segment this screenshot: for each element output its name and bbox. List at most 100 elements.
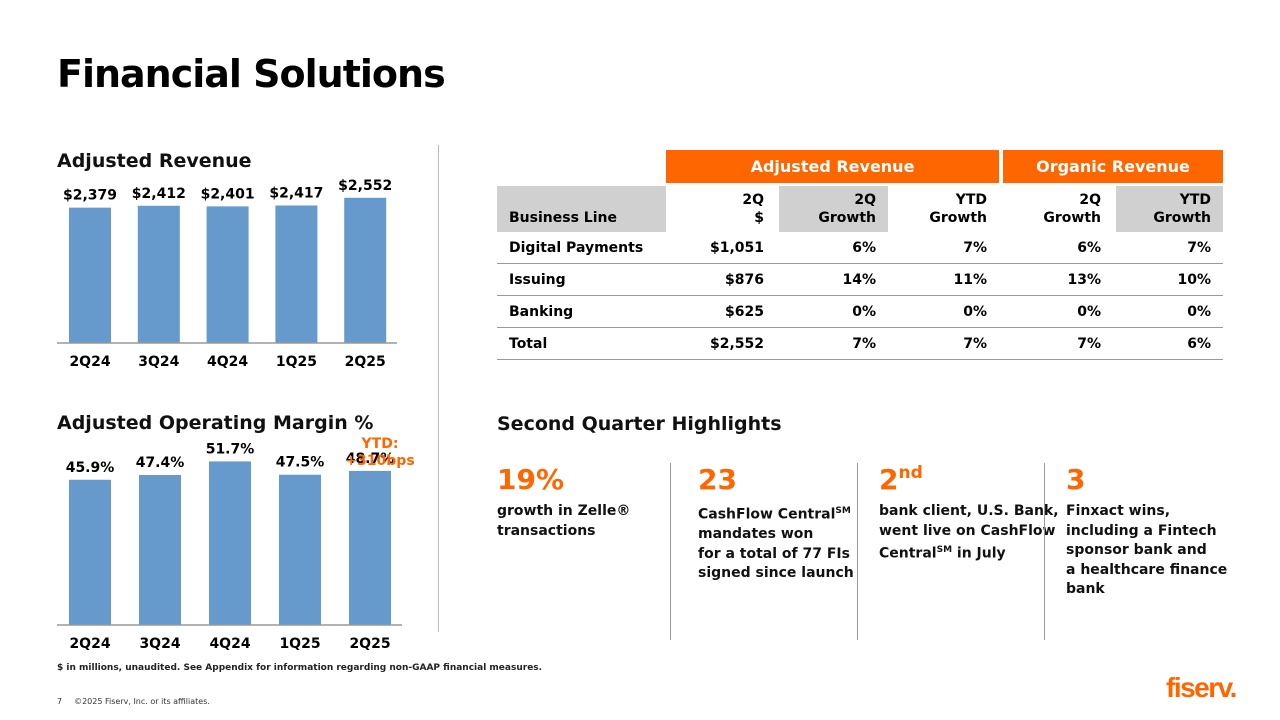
header-line: 2Q bbox=[1079, 192, 1101, 208]
table-cell: 7% bbox=[1113, 232, 1223, 264]
page-number: 7 bbox=[57, 697, 63, 706]
bar bbox=[209, 461, 251, 625]
table-cell: 13% bbox=[1003, 264, 1113, 296]
bar bbox=[206, 206, 249, 343]
bar bbox=[137, 205, 180, 343]
tick-label: 2Q24 bbox=[69, 636, 110, 652]
highlight-divider bbox=[857, 463, 858, 640]
table-cell: 7% bbox=[776, 328, 888, 360]
data-label: $2,552 bbox=[338, 178, 392, 194]
header-line: Growth bbox=[929, 210, 987, 226]
ytd-annotation: YTD: bbox=[361, 436, 399, 452]
table-cell-gap bbox=[999, 296, 1003, 328]
header-organic-2q-growth: 2Q Growth bbox=[1003, 183, 1113, 232]
header-ytd-growth: YTD Growth bbox=[888, 183, 999, 232]
table-header-row: Business Line 2Q $ 2Q Growth YTD Growth 2Q G… bbox=[497, 183, 1223, 232]
bar bbox=[349, 470, 391, 625]
page-title: Financial Solutions bbox=[57, 52, 446, 96]
bar bbox=[279, 474, 321, 625]
data-label: $2,401 bbox=[201, 186, 255, 202]
tick-label: 4Q24 bbox=[207, 354, 248, 370]
bar bbox=[344, 197, 387, 343]
highlight-divider bbox=[670, 463, 671, 640]
copyright-text: ©2025 Fiserv, Inc. or its affiliates. bbox=[74, 697, 210, 706]
bar bbox=[69, 479, 111, 625]
table-group-row: Adjusted Revenue Organic Revenue bbox=[497, 150, 1223, 183]
tick-label: 1Q25 bbox=[276, 354, 317, 370]
table-cell-gap bbox=[999, 232, 1003, 264]
table-cell: $1,051 bbox=[666, 232, 776, 264]
table-group-spacer bbox=[497, 150, 666, 183]
copyright: 7 ©2025 Fiserv, Inc. or its affiliates. bbox=[57, 697, 210, 706]
header-line: $ bbox=[754, 210, 764, 226]
header-line: YTD bbox=[955, 192, 987, 208]
header-business-line: Business Line bbox=[497, 183, 666, 232]
highlight-text-part: CashFlow Central bbox=[698, 506, 836, 523]
ytd-annotation: +310bps bbox=[345, 453, 414, 469]
highlight-item: 3 Finxact wins, including a Fintech spon… bbox=[1066, 462, 1227, 600]
header-2q-dollars: 2Q $ bbox=[666, 183, 776, 232]
table-group-gap bbox=[999, 150, 1003, 183]
revenue-chart: $2,379 2Q24 $2,412 3Q24 $2,401 4Q24 $2,417 1Q25… bbox=[57, 178, 397, 378]
vertical-divider bbox=[438, 145, 439, 632]
data-label: $2,412 bbox=[132, 186, 186, 202]
table-cell: 0% bbox=[888, 296, 999, 328]
header-line: 2Q bbox=[742, 192, 764, 208]
highlight-text: Finxact wins, including a Fintech sponso… bbox=[1066, 503, 1228, 597]
table-cell: 6% bbox=[1113, 328, 1223, 360]
table-cell: Digital Payments bbox=[497, 232, 666, 264]
highlight-item: 23 CashFlow CentralSM mandates won for a… bbox=[698, 462, 854, 584]
table-cell: 7% bbox=[1003, 328, 1113, 360]
data-label: $2,417 bbox=[269, 185, 323, 201]
highlight-value: 19% bbox=[497, 463, 565, 496]
tick-label: 1Q25 bbox=[279, 636, 320, 652]
table-cell: $876 bbox=[666, 264, 776, 296]
table-row: Issuing $876 14% 11% 13% 10% bbox=[497, 264, 1223, 296]
table-cell: $625 bbox=[666, 296, 776, 328]
highlight-value: 2nd bbox=[879, 462, 1059, 498]
highlight-value: 3 bbox=[1066, 463, 1086, 496]
tick-label: 2Q24 bbox=[69, 354, 110, 370]
header-2q-growth: 2Q Growth bbox=[776, 183, 888, 232]
highlight-text-part: bank client, U.S. Bank, went live on Cas… bbox=[879, 503, 1059, 562]
data-label: 47.4% bbox=[136, 455, 185, 471]
highlights-title: Second Quarter Highlights bbox=[497, 413, 782, 435]
margin-chart: 45.9% 2Q24 47.4% 3Q24 51.7% 4Q24 47.5% 1Q25 48.7… bbox=[57, 432, 417, 652]
highlight-value-main: 2 bbox=[879, 463, 899, 496]
bar bbox=[139, 475, 181, 625]
tick-label: 2Q25 bbox=[349, 636, 390, 652]
group-organic-revenue: Organic Revenue bbox=[1003, 150, 1223, 183]
highlight-text-part: in July bbox=[952, 545, 1006, 562]
highlight-text-part: mandates won for a total of 77 FIs signe… bbox=[698, 526, 854, 582]
revenue-table: Adjusted Revenue Organic Revenue Busines… bbox=[497, 150, 1223, 360]
table-cell-gap bbox=[999, 264, 1003, 296]
table-cell: 0% bbox=[1003, 296, 1113, 328]
table-cell: 0% bbox=[776, 296, 888, 328]
table-cell: $2,552 bbox=[666, 328, 776, 360]
revenue-chart-svg: $2,379 2Q24 $2,412 3Q24 $2,401 4Q24 $2,417 1Q25… bbox=[57, 178, 397, 370]
header-line: Growth bbox=[1153, 210, 1211, 226]
highlight-item: 19% growth in Zelle® transactions bbox=[497, 462, 630, 541]
table-cell: 7% bbox=[888, 232, 999, 264]
header-line: YTD bbox=[1179, 192, 1211, 208]
highlight-text: CashFlow CentralSM mandates won for a to… bbox=[698, 502, 854, 584]
table-cell: 14% bbox=[776, 264, 888, 296]
table-cell: 6% bbox=[1003, 232, 1113, 264]
footnote: $ in millions, unaudited. See Appendix f… bbox=[57, 663, 543, 673]
bar bbox=[275, 205, 318, 343]
table-cell: 7% bbox=[888, 328, 999, 360]
header-line: Growth bbox=[818, 210, 876, 226]
fiserv-logo: fiserv. bbox=[1166, 672, 1237, 703]
ordinal-suffix: nd bbox=[898, 463, 923, 483]
table-cell: 11% bbox=[888, 264, 999, 296]
tick-label: 3Q24 bbox=[138, 354, 179, 370]
tick-label: 3Q24 bbox=[139, 636, 180, 652]
highlight-value: 23 bbox=[698, 463, 737, 496]
margin-chart-title: Adjusted Operating Margin % bbox=[57, 412, 374, 434]
highlight-text: growth in Zelle® transactions bbox=[497, 503, 631, 539]
table-row: Total $2,552 7% 7% 7% 6% bbox=[497, 328, 1223, 360]
table-row: Digital Payments $1,051 6% 7% 6% 7% bbox=[497, 232, 1223, 264]
highlight-text: bank client, U.S. Bank, went live on Cas… bbox=[879, 502, 1059, 564]
table-header-gap bbox=[999, 183, 1003, 232]
data-label: 47.5% bbox=[276, 455, 325, 471]
